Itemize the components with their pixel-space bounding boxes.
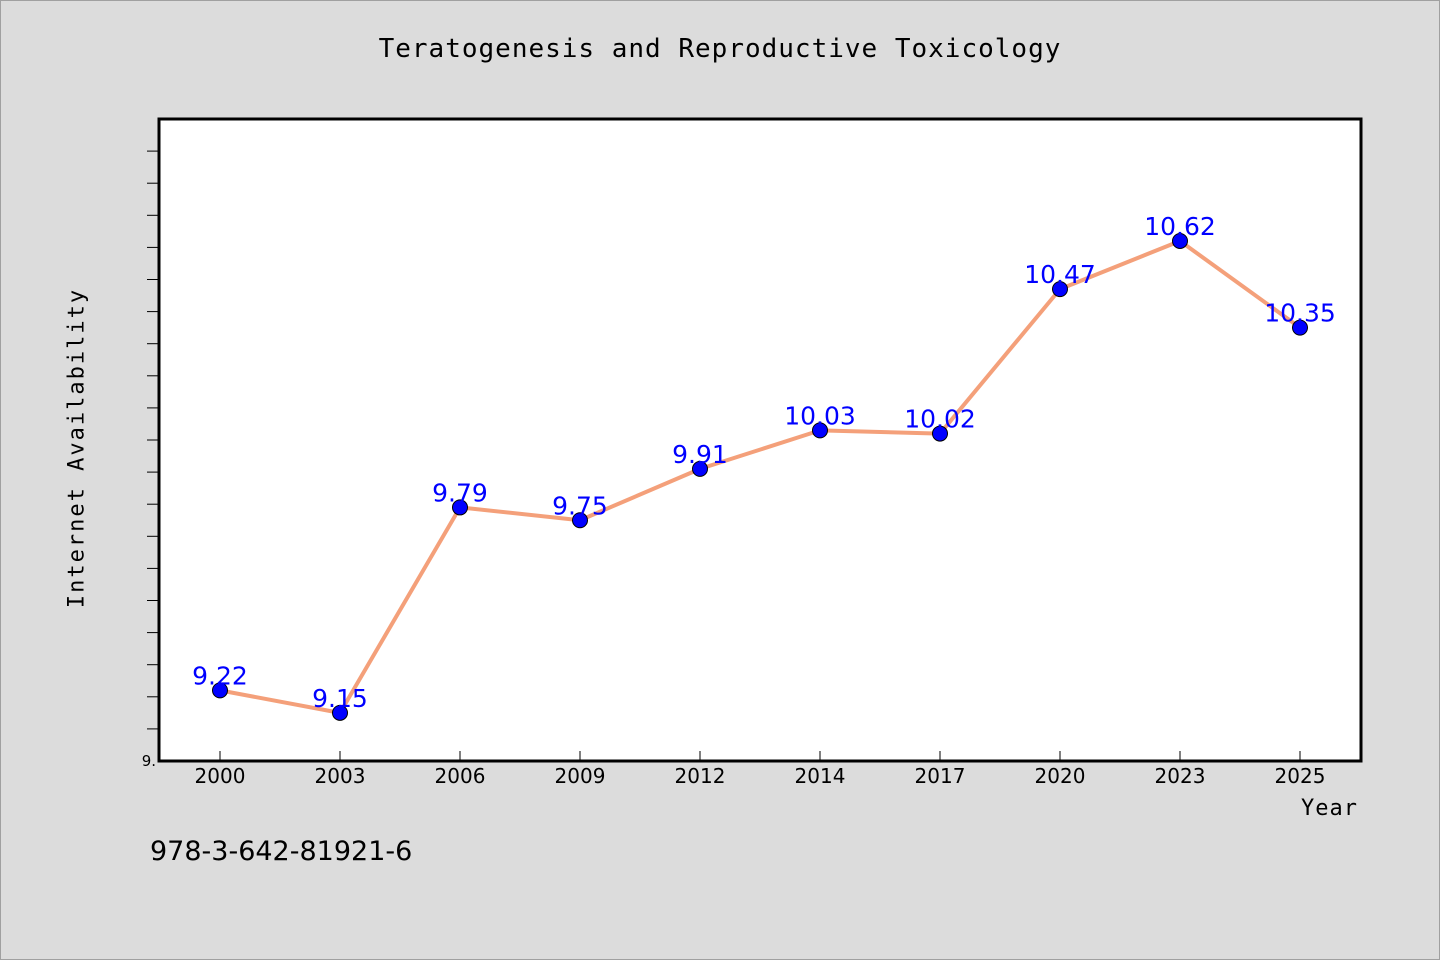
x-tick-label: 2003 — [315, 764, 366, 788]
x-tick-label: 2025 — [1275, 764, 1326, 788]
data-label: 9.15 — [312, 684, 368, 713]
data-label: 10.35 — [1264, 299, 1336, 328]
data-label: 10.02 — [904, 405, 976, 434]
x-tick-label: 2009 — [555, 764, 606, 788]
x-axis-label: Year — [1301, 796, 1358, 821]
data-label: 10.03 — [784, 401, 856, 430]
data-point — [1052, 281, 1068, 298]
data-label: 10.62 — [1144, 212, 1216, 241]
x-tick-label: 2014 — [795, 764, 846, 788]
data-point — [1292, 319, 1308, 336]
plot-area — [157, 117, 1363, 763]
x-tick-label: 2017 — [915, 764, 966, 788]
data-point — [692, 460, 708, 477]
data-point — [572, 512, 588, 529]
x-tick-label: 2000 — [195, 764, 246, 788]
data-point — [452, 499, 468, 516]
data-point — [1172, 232, 1188, 249]
isbn-text: 978-3-642-81921-6 — [150, 836, 413, 867]
data-label: 9.91 — [672, 440, 728, 469]
x-tick-label: 2020 — [1035, 764, 1086, 788]
data-point — [812, 422, 828, 439]
chart-title: Teratogenesis and Reproductive Toxicolog… — [378, 34, 1062, 64]
series-line — [218, 238, 1302, 715]
y-tick-label: 9. — [142, 752, 156, 770]
data-label: 9.22 — [192, 661, 248, 690]
x-tick-label: 2012 — [675, 764, 726, 788]
x-tick-label: 2023 — [1155, 764, 1206, 788]
data-point — [332, 704, 348, 721]
data-label: 9.75 — [552, 491, 608, 520]
data-label: 10.47 — [1024, 260, 1096, 289]
x-tick-label: 2006 — [435, 764, 486, 788]
data-point — [212, 682, 228, 699]
data-label: 9.79 — [432, 478, 488, 507]
data-point — [932, 425, 948, 442]
